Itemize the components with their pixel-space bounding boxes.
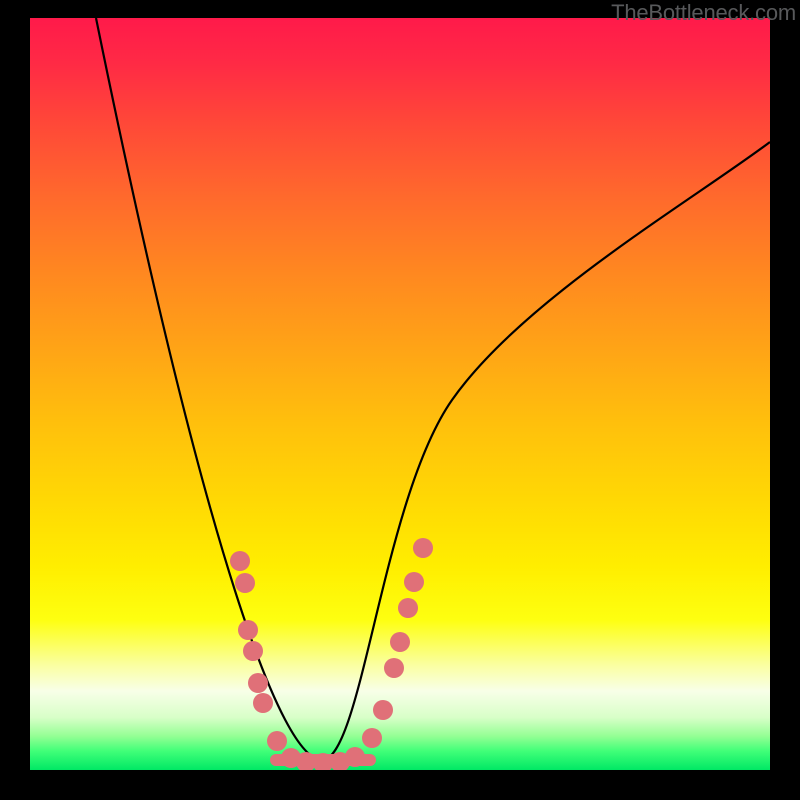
curve-marker bbox=[235, 573, 255, 593]
curve-marker bbox=[230, 551, 250, 571]
chart-frame: TheBottleneck.com bbox=[0, 0, 800, 800]
gradient-background bbox=[30, 18, 770, 770]
curve-marker bbox=[373, 700, 393, 720]
curve-marker bbox=[413, 538, 433, 558]
curve-marker bbox=[267, 731, 287, 751]
curve-marker bbox=[390, 632, 410, 652]
curve-marker bbox=[345, 747, 365, 767]
curve-marker bbox=[398, 598, 418, 618]
plot-area bbox=[30, 18, 770, 770]
curve-marker bbox=[238, 620, 258, 640]
curve-marker bbox=[384, 658, 404, 678]
curve-marker bbox=[248, 673, 268, 693]
plot-svg bbox=[30, 18, 770, 770]
curve-marker bbox=[243, 641, 263, 661]
curve-marker bbox=[404, 572, 424, 592]
curve-marker bbox=[253, 693, 273, 713]
curve-marker bbox=[362, 728, 382, 748]
watermark-text: TheBottleneck.com bbox=[611, 0, 796, 26]
